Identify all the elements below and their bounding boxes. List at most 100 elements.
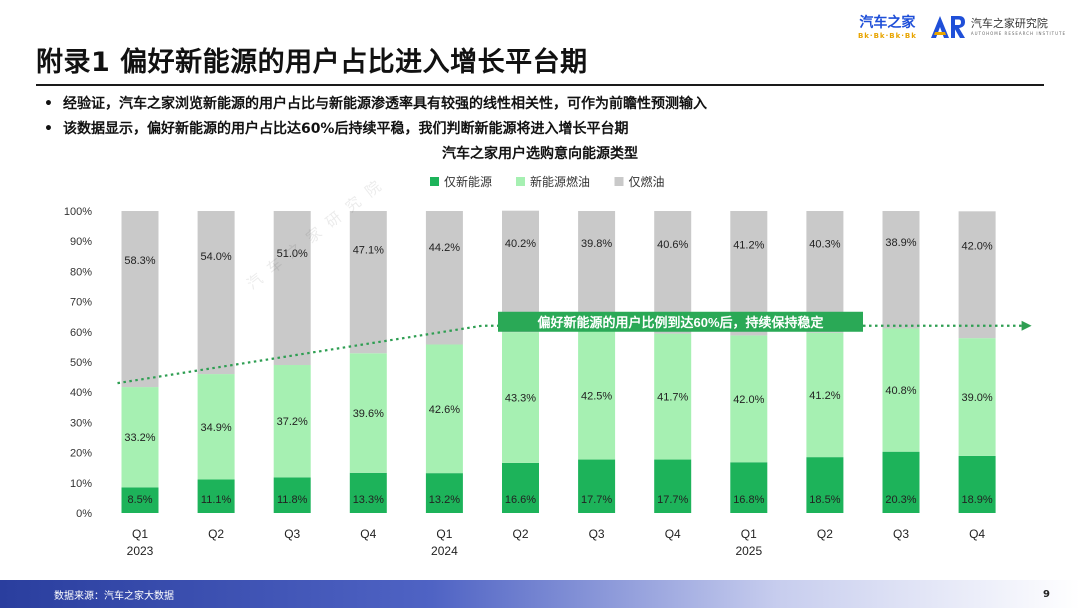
autohome-logo-sub: Bk·Bk·Bk·Bk (857, 32, 917, 40)
data-label: 39.0% (961, 392, 992, 404)
data-label: 18.9% (961, 494, 992, 506)
data-label: 41.7% (657, 392, 688, 404)
y-tick-label: 40% (70, 387, 92, 399)
bar-segment (958, 211, 996, 339)
legend-label: 仅新能源 (444, 174, 492, 189)
data-source: 数据来源：汽车之家大数据 (54, 591, 174, 602)
logo-area: 汽车之家 Bk·Bk·Bk·Bk 汽车之家研究院 AUTOHOME RESEAR… (858, 14, 1066, 41)
x-tick-label: Q3 (284, 527, 300, 541)
legend-label: 仅燃油 (629, 174, 665, 189)
page-title: 附录1 偏好新能源的用户占比进入增长平台期 (36, 47, 588, 78)
x-tick-label: Q2 (512, 527, 528, 541)
x-year-label: 2025 (735, 544, 762, 558)
y-tick-label: 100% (64, 206, 92, 218)
y-tick-label: 10% (70, 478, 92, 490)
bar-segment (273, 211, 311, 366)
data-label: 42.0% (961, 240, 992, 252)
bar-segment (654, 459, 692, 513)
x-tick-label: Q4 (360, 527, 376, 541)
x-tick-label: Q2 (817, 527, 833, 541)
bar-segment (882, 211, 920, 329)
data-label: 41.2% (809, 390, 840, 402)
bar-segment (197, 374, 235, 480)
bar-segment (349, 472, 387, 513)
data-label: 17.7% (581, 494, 612, 506)
data-label: 43.3% (505, 392, 536, 404)
y-tick-label: 50% (70, 357, 92, 369)
legend-swatch (430, 177, 439, 186)
data-label: 34.9% (200, 422, 231, 434)
bar-segment (958, 455, 996, 513)
x-tick-label: Q1 (741, 527, 757, 541)
bar-segment (882, 451, 920, 513)
data-label: 51.0% (277, 248, 308, 260)
bar-segment (425, 211, 463, 345)
data-label: 18.5% (809, 494, 840, 506)
data-label: 40.8% (885, 385, 916, 397)
bullet-item: 该数据显示，偏好新能源的用户占比达60%后持续平稳，我们判断新能源将进入增长平台… (44, 117, 707, 142)
data-label: 16.8% (733, 494, 764, 506)
bar-segment (121, 211, 159, 388)
data-label: 13.3% (353, 494, 384, 506)
bar-segment (578, 331, 616, 460)
y-tick-label: 90% (70, 236, 92, 248)
bar-segment (806, 457, 844, 513)
data-label: 40.3% (809, 239, 840, 251)
bar-segment (121, 487, 159, 513)
bar-segment (349, 211, 387, 354)
data-label: 44.2% (429, 242, 460, 254)
x-tick-label: Q2 (208, 527, 224, 541)
bar-segment (273, 365, 311, 478)
data-label: 20.3% (885, 494, 916, 506)
data-label: 42.0% (733, 394, 764, 406)
x-tick-label: Q4 (665, 527, 681, 541)
data-label: 40.6% (657, 239, 688, 251)
data-label: 54.0% (200, 251, 231, 263)
bar-segment (197, 211, 235, 375)
data-label: 41.2% (733, 239, 764, 251)
bar-segment (197, 479, 235, 513)
y-tick-label: 60% (70, 327, 92, 339)
x-tick-label: Q1 (132, 527, 148, 541)
bar-segment (273, 477, 311, 513)
x-tick-label: Q4 (969, 527, 985, 541)
data-label: 37.2% (277, 416, 308, 428)
bar-segment (806, 332, 844, 458)
data-label: 17.7% (657, 494, 688, 506)
x-year-label: 2024 (431, 544, 458, 558)
legend-swatch (614, 177, 624, 186)
y-tick-label: 0% (76, 508, 92, 520)
bullet-list: 经验证，汽车之家浏览新能源的用户占比与新能源渗透率具有较强的线性相关性，可作为前… (44, 92, 707, 142)
bar-segment (349, 353, 387, 473)
research-logo-sub: AUTOHOME RESEARCH INSTITUTE (970, 31, 1066, 36)
page-number: 9 (1043, 589, 1050, 600)
bar-segment (425, 344, 463, 474)
trend-arrowhead-icon (1021, 320, 1032, 331)
annotation-box (498, 311, 863, 332)
data-label: 8.5% (127, 494, 152, 506)
data-label: 58.3% (124, 255, 155, 267)
autohome-logo-name: 汽车之家 (859, 15, 916, 31)
x-year-label: 2023 (127, 544, 154, 558)
data-label: 47.1% (353, 245, 384, 257)
bar-segment (502, 332, 539, 463)
research-logo-name: 汽车之家研究院 (970, 17, 1048, 30)
data-label: 33.2% (124, 432, 155, 444)
legend-swatch (516, 177, 525, 186)
data-label: 38.9% (885, 237, 916, 249)
bar-segment (578, 211, 616, 332)
bullet-item: 经验证，汽车之家浏览新能源的用户占比与新能源渗透率具有较强的线性相关性，可作为前… (44, 92, 707, 117)
data-label: 11.1% (201, 494, 232, 506)
annotation-text: 偏好新能源的用户比例到达60%后，持续保持稳定 (537, 315, 823, 330)
bar-segment (882, 328, 920, 452)
research-logo-mark-icon (930, 16, 965, 38)
title-divider (36, 84, 1044, 86)
bar-segment (502, 462, 539, 513)
data-label: 42.5% (581, 390, 612, 402)
autohome-logo: 汽车之家 Bk·Bk·Bk·Bk (858, 14, 917, 41)
y-tick-label: 80% (70, 266, 92, 278)
data-label: 16.6% (505, 494, 536, 506)
data-label: 42.6% (429, 404, 460, 416)
bar-segment (654, 333, 692, 460)
